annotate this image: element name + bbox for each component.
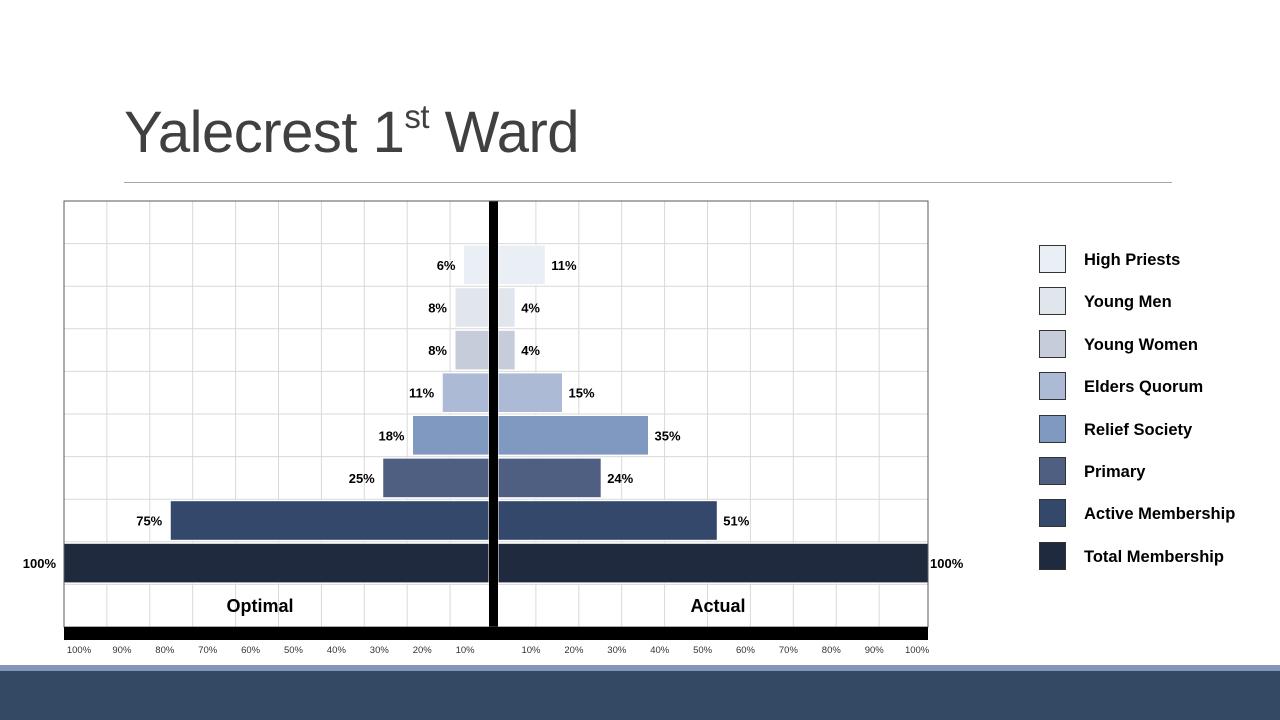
tick-label-left: 80% xyxy=(155,645,175,656)
legend-swatch xyxy=(1039,414,1066,443)
legend-swatch xyxy=(1039,329,1066,358)
legend-swatch xyxy=(1039,541,1066,570)
legend-item-young-women: Young Women xyxy=(1039,329,1269,360)
legend-item-elders-quorum: Elders Quorum xyxy=(1039,372,1269,402)
tick-label-left: 100% xyxy=(67,645,92,656)
actual-bar-relief-society xyxy=(497,415,649,456)
optimal-label-young-women: 8% xyxy=(428,343,447,358)
tick-label-right: 90% xyxy=(865,645,885,656)
tick-label-right: 70% xyxy=(779,645,799,656)
tick-label-right: 10% xyxy=(521,645,541,656)
legend-item-primary: Primary xyxy=(1039,457,1269,487)
actual-label-young-women: 4% xyxy=(521,343,540,358)
tick-label-right: 40% xyxy=(650,645,670,656)
actual-label-total-membership: 100% xyxy=(930,556,964,571)
tick-label-right: 100% xyxy=(905,645,930,656)
legend-swatch xyxy=(1039,372,1066,401)
tick-label-right: 30% xyxy=(607,645,627,656)
legend-label: Active Membership xyxy=(1084,505,1236,524)
optimal-label-elders-quorum: 11% xyxy=(409,386,435,401)
series-label-optimal: Optimal xyxy=(226,596,293,616)
legend-label: Total Membership xyxy=(1084,547,1224,566)
optimal-bar-active-membership xyxy=(169,500,490,541)
tick-label-right: 50% xyxy=(693,645,713,656)
optimal-label-young-men: 8% xyxy=(428,301,447,316)
actual-bar-primary xyxy=(497,457,602,499)
optimal-label-relief-society: 18% xyxy=(378,428,404,443)
legend-label: Relief Society xyxy=(1084,420,1193,439)
actual-label-elders-quorum: 15% xyxy=(569,386,595,401)
actual-bar-elders-quorum xyxy=(497,372,563,413)
legend-item-relief-society: Relief Society xyxy=(1039,414,1269,445)
optimal-bar-high-priests xyxy=(463,244,490,286)
tick-label-right: 60% xyxy=(736,645,756,656)
tick-label-left: 10% xyxy=(456,645,476,656)
legend-label: Young Women xyxy=(1084,335,1198,354)
tick-label-left: 70% xyxy=(198,645,218,656)
legend-swatch xyxy=(1039,457,1066,485)
tick-label-right: 20% xyxy=(564,645,584,656)
axis-band xyxy=(64,627,928,640)
legend-swatch xyxy=(1039,499,1066,528)
legend-label: Young Men xyxy=(1084,293,1172,312)
tick-label-left: 30% xyxy=(370,645,390,656)
legend-label: High Priests xyxy=(1084,251,1181,269)
legend-label: Elders Quorum xyxy=(1084,378,1204,397)
actual-label-active-membership: 51% xyxy=(723,514,749,529)
legend-item-young-men: Young Men xyxy=(1039,287,1269,317)
legend-swatch xyxy=(1039,245,1066,273)
optimal-label-active-membership: 75% xyxy=(136,514,162,529)
pyramid-chart: 6% 11% 8% 4% 8% 4% 11% 15% 18% 35% 25% 24% 75% 51% 100… xyxy=(23,200,964,656)
tick-label-left: 50% xyxy=(284,645,304,656)
legend-label: Primary xyxy=(1084,463,1146,481)
optimal-bar-young-men xyxy=(454,287,490,328)
optimal-bar-relief-society xyxy=(412,415,490,456)
actual-label-young-men: 4% xyxy=(521,301,540,316)
actual-label-high-priests: 11% xyxy=(551,258,577,273)
optimal-label-primary: 25% xyxy=(349,471,375,486)
series-label-actual: Actual xyxy=(690,596,745,616)
title-superscript: st xyxy=(404,98,430,135)
tick-label-left: 40% xyxy=(327,645,347,656)
slide-title: Yalecrest 1st Ward xyxy=(124,100,580,162)
actual-bar-young-women xyxy=(497,329,516,371)
optimal-label-total-membership: 100% xyxy=(23,556,57,571)
optimal-bar-total-membership xyxy=(63,542,490,584)
legend-item-active-membership: Active Membership xyxy=(1039,499,1269,529)
center-divider xyxy=(489,201,498,627)
actual-bar-total-membership xyxy=(497,542,929,584)
actual-bar-high-priests xyxy=(497,244,546,286)
title-rest: Ward xyxy=(429,100,580,165)
actual-label-relief-society: 35% xyxy=(655,428,681,443)
actual-bar-young-men xyxy=(497,287,516,328)
optimal-bar-young-women xyxy=(454,329,490,371)
footer-band xyxy=(0,665,1280,720)
tick-label-left: 20% xyxy=(413,645,433,656)
tick-label-right: 80% xyxy=(822,645,842,656)
tick-label-left: 90% xyxy=(112,645,132,656)
actual-bar-active-membership xyxy=(497,500,718,541)
tick-label-left: 60% xyxy=(241,645,261,656)
legend-swatch xyxy=(1039,287,1066,316)
actual-label-primary: 24% xyxy=(607,471,633,486)
optimal-label-high-priests: 6% xyxy=(437,258,456,273)
legend-item-total-membership: Total Membership xyxy=(1039,541,1269,572)
legend-item-high-priests: High Priests xyxy=(1039,245,1269,275)
optimal-bar-elders-quorum xyxy=(441,372,490,413)
title-main: Yalecrest 1 xyxy=(124,100,405,165)
title-divider xyxy=(124,182,1172,183)
optimal-bar-primary xyxy=(382,457,490,499)
